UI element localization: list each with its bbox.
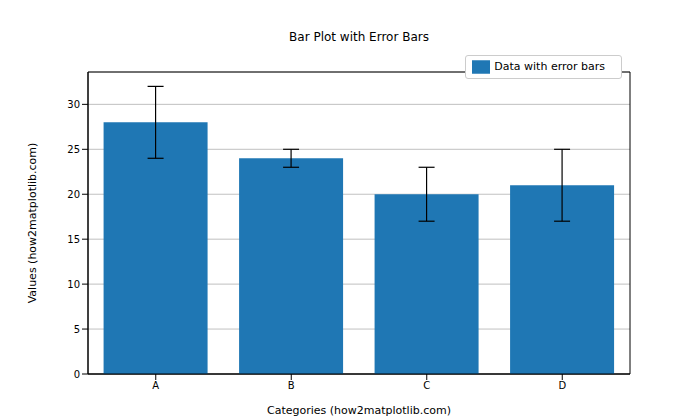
svg-text:B: B bbox=[288, 380, 295, 391]
svg-text:20: 20 bbox=[67, 189, 80, 200]
svg-text:Values (how2matplotlib.com): Values (how2matplotlib.com) bbox=[26, 143, 39, 304]
svg-text:0: 0 bbox=[74, 369, 80, 380]
svg-text:D: D bbox=[558, 380, 566, 391]
svg-text:C: C bbox=[423, 380, 430, 391]
svg-text:15: 15 bbox=[67, 234, 80, 245]
svg-text:30: 30 bbox=[67, 99, 80, 110]
svg-text:10: 10 bbox=[67, 279, 80, 290]
svg-text:5: 5 bbox=[74, 324, 80, 335]
svg-text:25: 25 bbox=[67, 144, 80, 155]
svg-text:A: A bbox=[152, 380, 159, 391]
svg-text:Categories (how2matplotlib.com: Categories (how2matplotlib.com) bbox=[267, 404, 451, 417]
html-text:Bar Plot with Error Bars: Bar Plot with Error Bars bbox=[289, 30, 429, 44]
html-text:Data with error bars: Data with error bars bbox=[494, 60, 605, 73]
